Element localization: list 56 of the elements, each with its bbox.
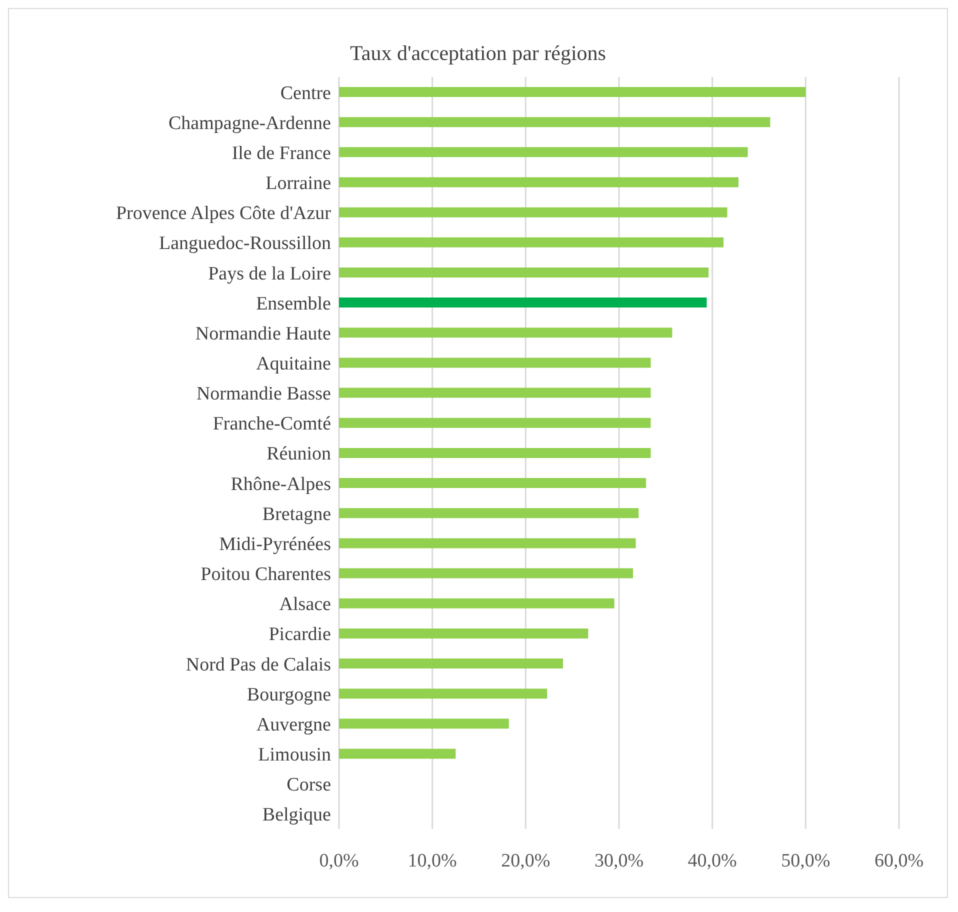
y-tick-label: Provence Alpes Côte d'Azur	[116, 203, 332, 224]
x-tick-label: 50,0%	[781, 850, 830, 872]
y-tick-label: Normandie Basse	[196, 384, 331, 405]
bar	[339, 117, 770, 128]
y-tick-label: Limousin	[258, 744, 332, 766]
x-tick-label: 0,0%	[319, 850, 359, 872]
bar	[339, 448, 651, 458]
y-tick-label: Corse	[286, 774, 331, 796]
bar	[339, 478, 646, 488]
x-tick-label: 30,0%	[594, 850, 644, 872]
y-tick-label: Ensemble	[256, 293, 331, 314]
x-tick-label: 10,0%	[408, 850, 458, 872]
x-tick-label: 60,0%	[874, 850, 924, 872]
y-tick-label: Midi-Pyrénées	[219, 534, 331, 555]
bar	[339, 748, 456, 759]
bar	[339, 538, 636, 548]
bar	[339, 658, 563, 669]
y-tick-label: Belgique	[262, 804, 331, 826]
y-tick-label: Lorraine	[266, 173, 331, 194]
y-tick-label: Champagne-Ardenne	[168, 112, 331, 134]
chart-title: Taux d'acceptation par régions	[349, 40, 607, 67]
y-tick-label: Bourgogne	[246, 684, 331, 706]
y-tick-label: Bretagne	[262, 504, 331, 525]
bar	[339, 358, 651, 368]
bar	[339, 628, 588, 638]
y-tick-label: Pays de la Loire	[208, 263, 331, 284]
x-tick-label: 40,0%	[688, 850, 738, 872]
bar	[339, 568, 633, 578]
bar	[339, 388, 651, 398]
y-tick-label: Réunion	[266, 444, 332, 465]
bar	[339, 207, 728, 218]
bar	[339, 298, 707, 308]
bar	[339, 87, 806, 97]
y-tick-label: Languedoc-Roussillon	[158, 233, 332, 254]
y-tick-label: Centre	[280, 82, 331, 104]
bar	[339, 418, 651, 428]
y-tick-label: Aquitaine	[256, 354, 331, 375]
bar	[339, 598, 614, 608]
y-tick-label: Rhône-Alpes	[230, 474, 331, 495]
y-tick-label: Nord Pas de Calais	[186, 654, 331, 676]
y-tick-label: Auvergne	[256, 714, 331, 736]
y-tick-label: Normandie Haute	[195, 323, 331, 344]
y-tick-label: Picardie	[268, 624, 331, 646]
x-tick-label: 20,0%	[501, 850, 550, 872]
bar	[339, 267, 709, 278]
bar	[339, 508, 639, 518]
bar	[339, 177, 738, 188]
y-tick-label: Alsace	[279, 594, 331, 616]
bar	[339, 718, 509, 729]
y-tick-label: Poitou Charentes	[200, 564, 331, 586]
bar	[339, 688, 548, 699]
bar	[339, 328, 672, 338]
y-tick-label: Ile de France	[232, 142, 331, 164]
y-tick-label: Franche-Comté	[212, 414, 331, 435]
bar	[339, 147, 748, 158]
bar	[339, 237, 724, 248]
